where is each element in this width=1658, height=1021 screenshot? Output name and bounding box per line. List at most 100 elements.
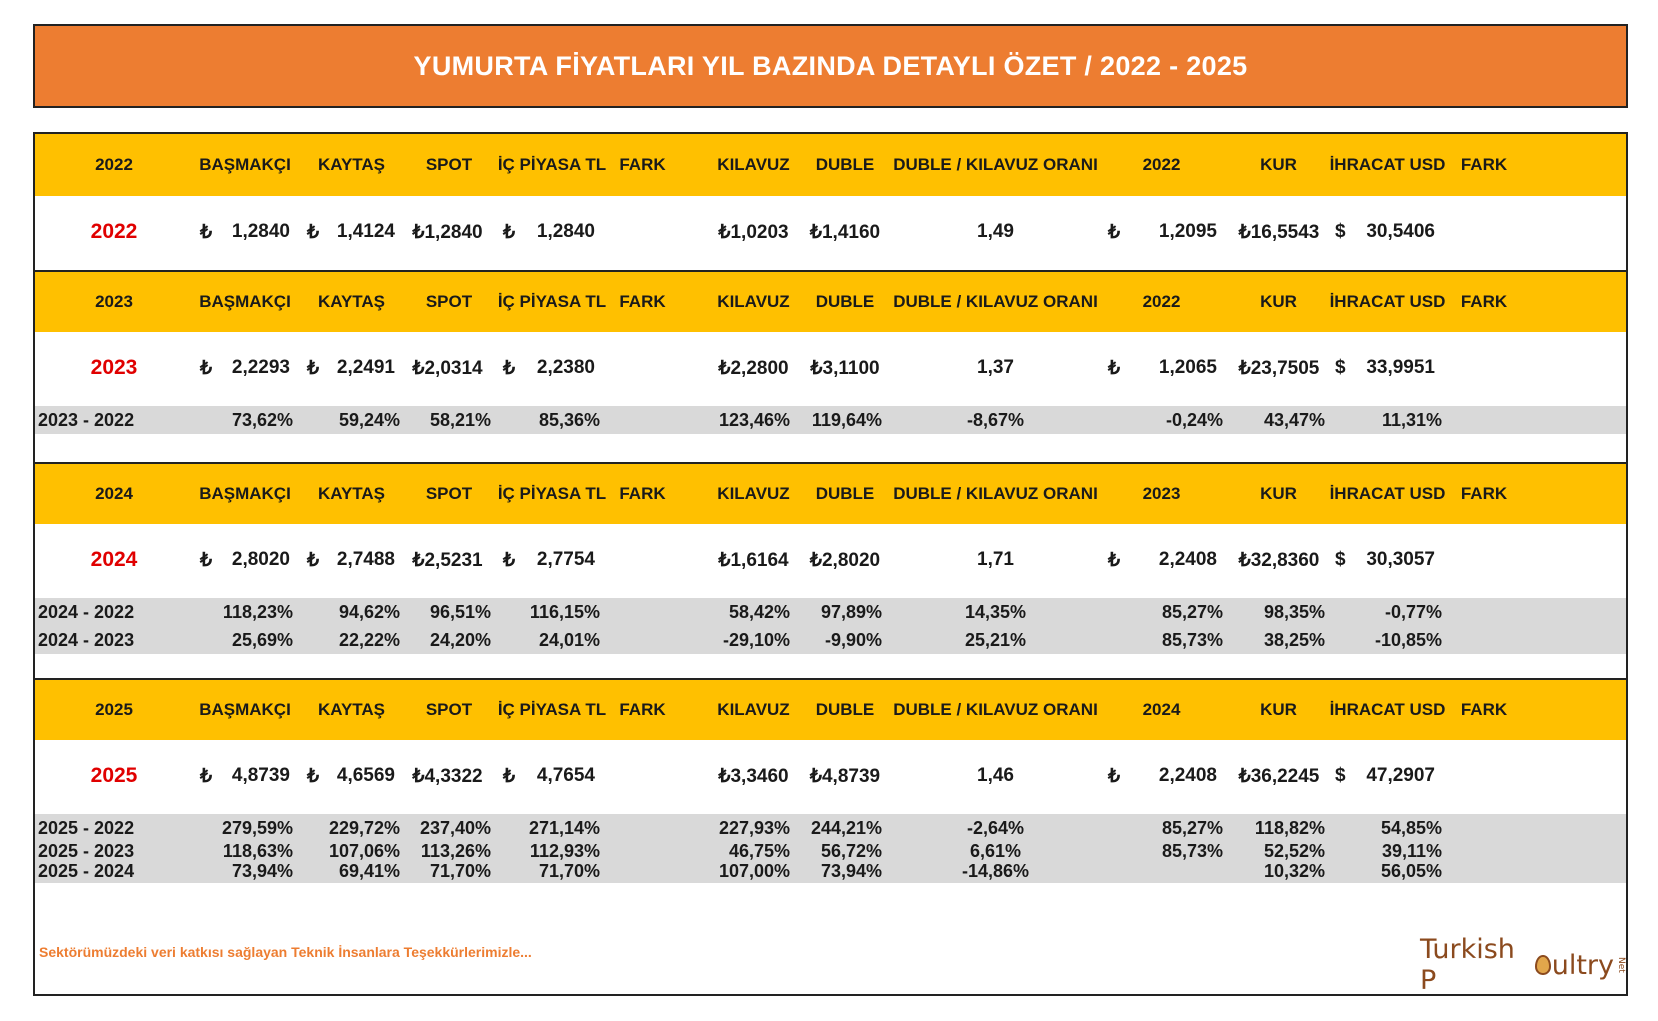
header-oran: DUBLE / KILAVUZ ORANI — [893, 700, 1098, 719]
diff-kaytas: 94,62% — [338, 601, 400, 622]
currency-symbol: ₺ — [503, 221, 516, 243]
header-row-2022: 2022 BAŞMAKÇI KAYTAŞ SPOT İÇ PİYASA TL FARK KI… — [35, 134, 1626, 196]
header-ic-piyasa: İÇ PİYASA TL — [497, 484, 607, 503]
ic-piyasa-value: 1,2840 — [536, 221, 595, 242]
kur-value: ₺16,5543 — [1238, 221, 1320, 243]
spot-value: ₺2,0314 — [412, 357, 483, 379]
ihracat-usd-value: 47,2907 — [1366, 765, 1435, 786]
diff-spot: 71,70% — [429, 861, 491, 881]
currency-symbol: ₺ — [307, 765, 320, 787]
year-label: 2024 — [90, 548, 138, 571]
diff-duble: 73,94% — [820, 861, 882, 881]
header-basmakci: BAŞMAKÇI — [199, 484, 291, 503]
currency-symbol: ₺ — [1108, 221, 1121, 243]
spot-value: ₺2,5231 — [412, 549, 483, 571]
duble-value: ₺4,8739 — [809, 765, 881, 787]
header-year: 2022 — [95, 155, 133, 174]
header-year: 2024 — [95, 484, 133, 503]
diff-spot: 113,26% — [420, 840, 491, 861]
header-ihracat-usd: İHRACAT USD — [1329, 700, 1446, 719]
diff-row: 2024 - 2023 25,69% 22,22% 24,20% 24,01% -29,1… — [35, 626, 1626, 654]
kaytas-value: 2,7488 — [336, 549, 395, 570]
diff-label: 2024 - 2023 — [38, 629, 135, 650]
header-row-2024: 2024 BAŞMAKÇI KAYTAŞ SPOT İÇ PİYASA TL FARK KI… — [35, 462, 1626, 524]
header-spot: SPOT — [425, 292, 473, 311]
ic-piyasa-value: 4,7654 — [536, 765, 595, 786]
header-oran: DUBLE / KILAVUZ ORANI — [893, 484, 1098, 503]
diff-basmakci: 118,23% — [222, 601, 293, 622]
turkish-poultry-logo: Turkish P ultry Net — [1420, 934, 1626, 996]
header-compare-year: 2022 — [1142, 155, 1181, 174]
diff-label: 2025 - 2022 — [38, 817, 135, 838]
header-fark-2: FARK — [1460, 484, 1508, 503]
header-kur: KUR — [1260, 292, 1297, 311]
kaytas-value: 2,2491 — [336, 357, 395, 378]
diff-duble: 119,64% — [811, 409, 882, 430]
header-fark-2: FARK — [1460, 155, 1508, 174]
header-basmakci: BAŞMAKÇI — [199, 155, 291, 174]
diff-export-tl — [1115, 860, 1223, 883]
diff-ihracat-usd: -10,85% — [1374, 629, 1442, 650]
diff-oran: 25,21% — [964, 629, 1027, 650]
dollar-symbol: $ — [1335, 221, 1346, 242]
currency-symbol: ₺ — [200, 221, 213, 243]
header-kur: KUR — [1260, 700, 1297, 719]
values-row-2025: 2025 ₺ 4,8739 ₺ 4,6569 ₺4,3322 ₺ 4,7654 ₺3,3460 ₺… — [35, 740, 1626, 812]
diff-kilavuz: 123,46% — [718, 409, 790, 430]
header-ihracat-usd: İHRACAT USD — [1329, 292, 1446, 311]
diff-ihracat-usd: 54,85% — [1380, 817, 1442, 838]
dollar-symbol: $ — [1335, 765, 1346, 786]
diff-duble: 56,72% — [820, 840, 882, 861]
oran-value: 1,46 — [977, 765, 1014, 786]
kilavuz-value: ₺1,6164 — [718, 549, 789, 571]
header-compare-year: 2024 — [1142, 700, 1181, 719]
diff-kur: 38,25% — [1263, 629, 1325, 650]
oran-value: 1,37 — [977, 357, 1014, 378]
header-kaytas: KAYTAŞ — [317, 700, 386, 719]
ihracat-usd-value: 30,5406 — [1366, 221, 1435, 242]
page-title: YUMURTA FİYATLARI YIL BAZINDA DETAYLI ÖZ… — [33, 24, 1628, 108]
dollar-symbol: $ — [1335, 549, 1346, 570]
diff-ihracat-usd: 11,31% — [1381, 409, 1442, 430]
diff-kilavuz: 227,93% — [718, 817, 790, 838]
year-label: 2022 — [90, 220, 138, 243]
values-row-2024: 2024 ₺ 2,8020 ₺ 2,7488 ₺2,5231 ₺ 2,7754 ₺1,6164 ₺… — [35, 524, 1626, 596]
header-kaytas: KAYTAŞ — [317, 484, 386, 503]
values-row-2023: 2023 ₺ 2,2293 ₺ 2,2491 ₺2,0314 ₺ 2,2380 ₺2,2800 ₺… — [35, 332, 1626, 404]
header-fark: FARK — [619, 700, 666, 719]
header-row-2023: 2023 BAŞMAKÇI KAYTAŞ SPOT İÇ PİYASA TL FARK KI… — [35, 270, 1626, 332]
ihracat-usd-value: 30,3057 — [1366, 549, 1435, 570]
header-fark: FARK — [619, 292, 666, 311]
header-fark-2: FARK — [1460, 700, 1508, 719]
diff-oran: 6,61% — [969, 840, 1022, 861]
header-kaytas: KAYTAŞ — [317, 155, 386, 174]
diff-basmakci: 279,59% — [221, 817, 293, 838]
logo-text-1: Turkish P — [1420, 934, 1515, 996]
ic-piyasa-value: 2,2380 — [536, 357, 595, 378]
header-duble: DUBLE — [815, 155, 875, 174]
kur-value: ₺23,7505 — [1238, 357, 1320, 379]
header-row-2025: 2025 BAŞMAKÇI KAYTAŞ SPOT İÇ PİYASA TL FARK KI… — [35, 678, 1626, 740]
header-basmakci: BAŞMAKÇI — [199, 700, 291, 719]
diff-ic-piyasa: 271,14% — [528, 817, 600, 838]
ic-piyasa-value: 2,7754 — [536, 549, 595, 570]
header-kilavuz: KILAVUZ — [717, 292, 790, 311]
duble-value: ₺2,8020 — [809, 549, 881, 571]
header-ihracat-usd: İHRACAT USD — [1329, 155, 1446, 174]
header-compare-year: 2023 — [1142, 484, 1181, 503]
diff-export-tl: -0,24% — [1165, 409, 1223, 430]
spot-value: ₺4,3322 — [412, 765, 483, 787]
header-spot: SPOT — [425, 700, 473, 719]
oran-value: 1,49 — [977, 221, 1014, 242]
currency-symbol: ₺ — [200, 765, 213, 787]
spot-value: ₺1,2840 — [412, 221, 483, 243]
kilavuz-value: ₺2,2800 — [718, 357, 789, 379]
diff-ihracat-usd: -0,77% — [1384, 601, 1442, 622]
diff-kaytas: 107,06% — [328, 840, 400, 861]
diff-oran: -2,64% — [966, 817, 1025, 838]
diff-export-tl: 85,27% — [1161, 601, 1223, 622]
kaytas-value: 4,6569 — [336, 765, 395, 786]
export-tl-value: 2,2408 — [1158, 549, 1217, 570]
duble-value: ₺3,1100 — [810, 357, 880, 379]
currency-symbol: ₺ — [200, 549, 213, 571]
